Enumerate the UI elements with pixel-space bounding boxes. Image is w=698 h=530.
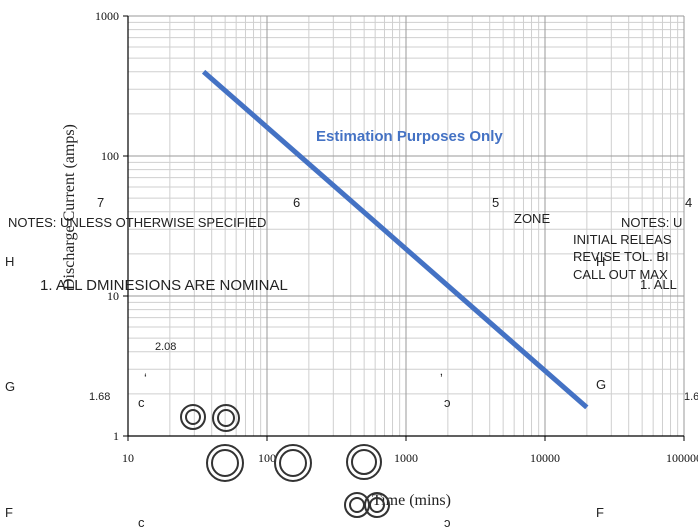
corner-mark-mid: ɔ <box>444 395 451 410</box>
y-tick-label: 100 <box>101 149 119 163</box>
corner-mark-left: c <box>138 395 145 410</box>
circle-symbol <box>180 404 206 430</box>
note-1-right: 1. ALL <box>640 277 677 292</box>
zone-label: ZONE <box>514 211 551 226</box>
row-letter-g-mid: G <box>596 377 607 392</box>
revise-tol-text: REVISE TOL. BI <box>573 249 669 264</box>
dimension-2-08: 2.08 <box>155 341 177 353</box>
y-tick-label: 10 <box>107 289 119 303</box>
tick-labels: 101001000100001000001101001000 <box>95 9 698 465</box>
circle-symbol <box>206 444 244 482</box>
x-tick-label: 1000 <box>394 451 418 465</box>
column-number-4: 4 <box>685 195 693 210</box>
circle-symbol <box>346 444 382 480</box>
x-tick-label: 100 <box>258 451 276 465</box>
corner-mark-mid-lower: ɔ <box>444 515 451 530</box>
row-letter-f-mid: F <box>596 505 604 520</box>
notes-right: NOTES: U <box>621 215 683 230</box>
y-tick-label: 1000 <box>95 9 119 23</box>
row-letter-f-left: F <box>5 505 13 520</box>
circle-symbol <box>364 492 390 518</box>
column-number-7: 7 <box>97 195 105 210</box>
y-axis-label: Discharge Current (amps) <box>61 124 78 290</box>
tick-mark-left: ʻ <box>144 371 147 386</box>
note-1-left: 1. ALL DMINESIONS ARE NOMINAL <box>40 277 288 294</box>
corner-mark-left-lower: c <box>138 515 145 530</box>
tick-mark-mid: ʼ <box>440 371 443 386</box>
initial-release-text: INITIAL RELEAS <box>573 232 672 247</box>
column-number-6: 6 <box>293 195 301 210</box>
row-letter-h-mid: H <box>596 254 606 269</box>
row-letter-g-left: G <box>5 379 16 394</box>
circle-symbol <box>274 444 312 482</box>
x-tick-label: 100000 <box>666 451 698 465</box>
circle-symbol <box>212 404 240 432</box>
x-tick-label: 10 <box>122 451 134 465</box>
call-out-text: CALL OUT MAX <box>573 267 668 282</box>
x-tick-label: 10000 <box>530 451 560 465</box>
notes-left: NOTES: UNLESS OTHERWISE SPECIFIED <box>8 215 267 230</box>
series-line <box>201 69 589 410</box>
x-axis-label: Time (mins) <box>372 492 451 509</box>
series-layer <box>201 69 589 410</box>
row-letter-h-left: H <box>5 254 15 269</box>
dimension-1-6: 1.6 <box>684 391 698 403</box>
chart-annotation: Estimation Purposes Only <box>316 128 503 145</box>
column-number-5: 5 <box>492 195 500 210</box>
dimension-1-68: 1.68 <box>89 391 111 403</box>
y-tick-label: 1 <box>113 429 119 443</box>
